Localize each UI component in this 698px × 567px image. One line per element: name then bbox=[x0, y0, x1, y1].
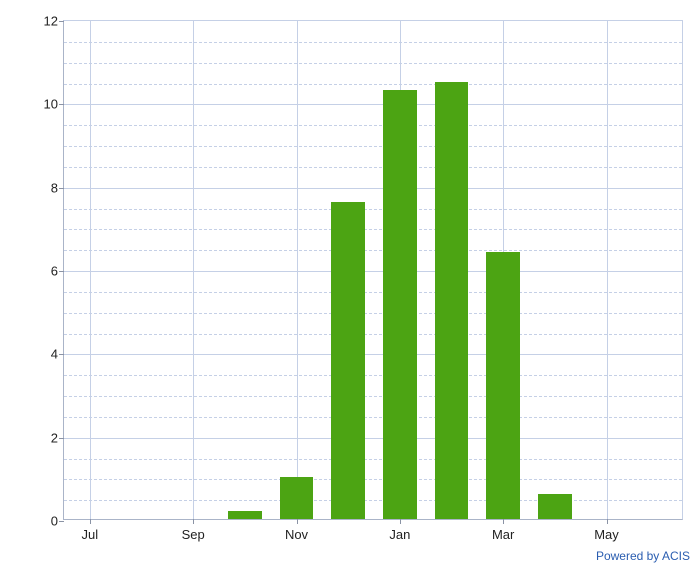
y-tick-mark bbox=[59, 104, 64, 105]
gridline-y bbox=[64, 271, 682, 272]
minor-gridline-y bbox=[64, 292, 682, 293]
plot-area: 024681012JulSepNovJanMarMay bbox=[63, 20, 683, 520]
x-tick-label: Jul bbox=[82, 527, 99, 542]
y-tick-mark bbox=[59, 438, 64, 439]
y-tick-label: 10 bbox=[44, 97, 58, 112]
minor-gridline-y bbox=[64, 42, 682, 43]
bar bbox=[383, 90, 417, 519]
minor-gridline-y bbox=[64, 334, 682, 335]
minor-gridline-y bbox=[64, 250, 682, 251]
y-tick-label: 2 bbox=[51, 430, 58, 445]
bar bbox=[538, 494, 572, 519]
y-tick-mark bbox=[59, 354, 64, 355]
minor-gridline-y bbox=[64, 125, 682, 126]
gridline-x bbox=[297, 21, 298, 519]
snowfall-chart: Total Snowfall Normal (inches) 024681012… bbox=[0, 0, 698, 567]
y-tick-mark bbox=[59, 188, 64, 189]
y-tick-label: 4 bbox=[51, 347, 58, 362]
bar bbox=[435, 82, 469, 520]
minor-gridline-y bbox=[64, 375, 682, 376]
minor-gridline-y bbox=[64, 396, 682, 397]
y-tick-label: 8 bbox=[51, 180, 58, 195]
x-tick-mark bbox=[297, 519, 298, 524]
x-tick-mark bbox=[607, 519, 608, 524]
minor-gridline-y bbox=[64, 459, 682, 460]
gridline-y bbox=[64, 104, 682, 105]
gridline-y bbox=[64, 354, 682, 355]
bar bbox=[331, 202, 365, 519]
x-tick-label: Mar bbox=[492, 527, 514, 542]
bar bbox=[486, 252, 520, 519]
x-tick-mark bbox=[90, 519, 91, 524]
minor-gridline-y bbox=[64, 479, 682, 480]
minor-gridline-y bbox=[64, 167, 682, 168]
minor-gridline-y bbox=[64, 229, 682, 230]
chart-credit: Powered by ACIS bbox=[596, 549, 690, 563]
y-tick-mark bbox=[59, 521, 64, 522]
x-tick-mark bbox=[193, 519, 194, 524]
bar bbox=[228, 511, 262, 519]
gridline-x bbox=[90, 21, 91, 519]
y-tick-label: 6 bbox=[51, 264, 58, 279]
x-tick-label: Jan bbox=[389, 527, 410, 542]
gridline-y bbox=[64, 188, 682, 189]
y-tick-mark bbox=[59, 21, 64, 22]
x-tick-mark bbox=[503, 519, 504, 524]
minor-gridline-y bbox=[64, 500, 682, 501]
x-tick-label: Sep bbox=[182, 527, 205, 542]
y-tick-label: 0 bbox=[51, 514, 58, 529]
gridline-x bbox=[193, 21, 194, 519]
minor-gridline-y bbox=[64, 209, 682, 210]
bar bbox=[280, 477, 314, 519]
x-tick-label: May bbox=[594, 527, 619, 542]
gridline-x bbox=[607, 21, 608, 519]
minor-gridline-y bbox=[64, 146, 682, 147]
y-tick-label: 12 bbox=[44, 14, 58, 29]
minor-gridline-y bbox=[64, 313, 682, 314]
x-tick-label: Nov bbox=[285, 527, 308, 542]
x-tick-mark bbox=[400, 519, 401, 524]
minor-gridline-y bbox=[64, 417, 682, 418]
minor-gridline-y bbox=[64, 63, 682, 64]
minor-gridline-y bbox=[64, 84, 682, 85]
y-tick-mark bbox=[59, 271, 64, 272]
gridline-y bbox=[64, 438, 682, 439]
